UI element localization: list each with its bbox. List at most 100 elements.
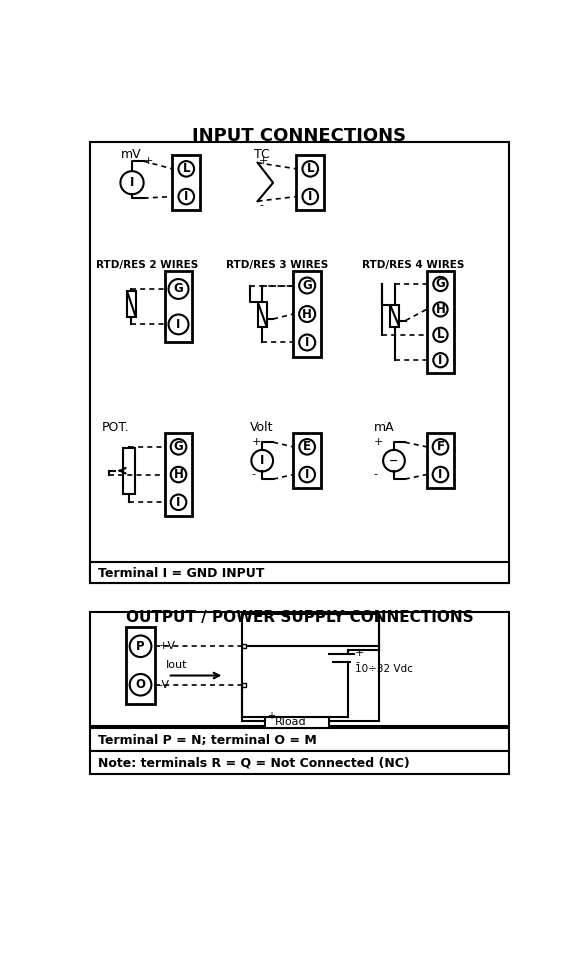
Circle shape (130, 674, 152, 696)
Circle shape (178, 189, 194, 204)
Bar (126, 290, 136, 317)
Circle shape (252, 450, 273, 471)
Circle shape (299, 334, 315, 351)
Circle shape (302, 161, 318, 176)
Bar (126, 627, 155, 704)
Text: G: G (174, 441, 184, 453)
Text: INPUT CONNECTIONS: INPUT CONNECTIONS (192, 126, 407, 145)
Bar (242, 645, 246, 649)
Text: +: + (355, 649, 364, 658)
Circle shape (433, 354, 448, 367)
Text: I: I (130, 176, 134, 190)
Text: -: - (355, 657, 359, 668)
Bar (90, 751, 510, 774)
Bar (242, 683, 246, 687)
Text: I: I (176, 318, 181, 331)
Text: G: G (302, 279, 312, 292)
Text: +: + (267, 712, 275, 721)
Text: H: H (174, 468, 184, 481)
Circle shape (300, 467, 315, 482)
Text: RTD/RES 2 WIRES: RTD/RES 2 WIRES (97, 260, 199, 270)
Text: -V: -V (159, 680, 170, 690)
Text: I: I (260, 454, 264, 468)
Text: RTD/RES 4 WIRES: RTD/RES 4 WIRES (362, 260, 464, 270)
Circle shape (171, 494, 187, 510)
Text: mA: mA (374, 422, 394, 434)
Bar (426, 271, 455, 373)
Circle shape (383, 450, 405, 471)
Circle shape (433, 328, 448, 342)
Text: mV: mV (121, 148, 142, 161)
Bar (390, 306, 400, 327)
Bar (173, 155, 200, 211)
Text: I: I (305, 468, 309, 481)
Text: -: - (259, 200, 263, 210)
Bar (257, 302, 267, 327)
Text: Iout: Iout (166, 660, 188, 670)
Text: I: I (308, 190, 312, 203)
Text: P: P (136, 640, 145, 652)
Circle shape (121, 171, 144, 194)
Bar (266, 718, 329, 728)
Text: I: I (184, 190, 188, 203)
Text: O: O (136, 678, 146, 692)
Text: L: L (307, 162, 314, 175)
Text: L: L (437, 329, 444, 341)
Text: G: G (436, 278, 445, 290)
Bar (426, 433, 455, 489)
Bar (164, 271, 192, 342)
Text: L: L (183, 162, 190, 175)
Text: -: - (252, 469, 256, 480)
Text: Terminal I = GND INPUT: Terminal I = GND INPUT (98, 566, 264, 580)
Text: H: H (302, 308, 312, 321)
Text: 10÷32 Vdc: 10÷32 Vdc (355, 664, 413, 673)
Text: I: I (438, 354, 443, 367)
Text: E: E (303, 441, 311, 453)
Circle shape (178, 161, 194, 176)
Circle shape (299, 306, 315, 322)
Text: I: I (438, 468, 443, 481)
Text: +: + (144, 156, 153, 166)
Bar (90, 611, 510, 725)
Circle shape (433, 277, 448, 291)
Circle shape (433, 439, 448, 455)
Bar (242, 614, 379, 721)
Text: F: F (436, 441, 445, 453)
Text: +: + (259, 156, 269, 166)
Text: -: - (374, 469, 378, 480)
Bar (90, 728, 510, 751)
Circle shape (302, 189, 318, 204)
Text: OUTPUT / POWER SUPPLY CONNECTIONS: OUTPUT / POWER SUPPLY CONNECTIONS (126, 610, 473, 625)
Circle shape (171, 467, 187, 482)
Circle shape (168, 279, 188, 299)
Text: Rload: Rload (274, 717, 307, 727)
Bar (90, 142, 510, 583)
Circle shape (171, 439, 187, 455)
Text: POT.: POT. (102, 422, 129, 434)
Bar (164, 433, 192, 516)
Circle shape (299, 278, 315, 293)
Circle shape (130, 635, 152, 657)
Text: +: + (252, 437, 261, 447)
Text: TC: TC (254, 148, 270, 161)
Text: Note: terminals R = Q = Not Connected (NC): Note: terminals R = Q = Not Connected (N… (98, 757, 409, 770)
Text: I: I (176, 496, 181, 509)
Text: Volt: Volt (250, 422, 273, 434)
Bar (297, 155, 324, 211)
Text: I: I (305, 336, 309, 349)
Circle shape (300, 439, 315, 455)
Text: +V: +V (159, 641, 176, 651)
Circle shape (168, 314, 188, 334)
Circle shape (433, 303, 448, 316)
Bar (293, 433, 321, 489)
Text: G: G (174, 283, 184, 295)
Text: Terminal P = N; terminal O = M: Terminal P = N; terminal O = M (98, 734, 316, 746)
Bar (293, 271, 321, 356)
Bar (90, 561, 510, 583)
Circle shape (433, 467, 448, 482)
Text: RTD/RES 3 WIRES: RTD/RES 3 WIRES (226, 260, 328, 270)
Text: H: H (436, 303, 445, 316)
Text: +: + (374, 437, 383, 447)
Text: -: - (144, 194, 147, 203)
Bar (123, 447, 135, 493)
